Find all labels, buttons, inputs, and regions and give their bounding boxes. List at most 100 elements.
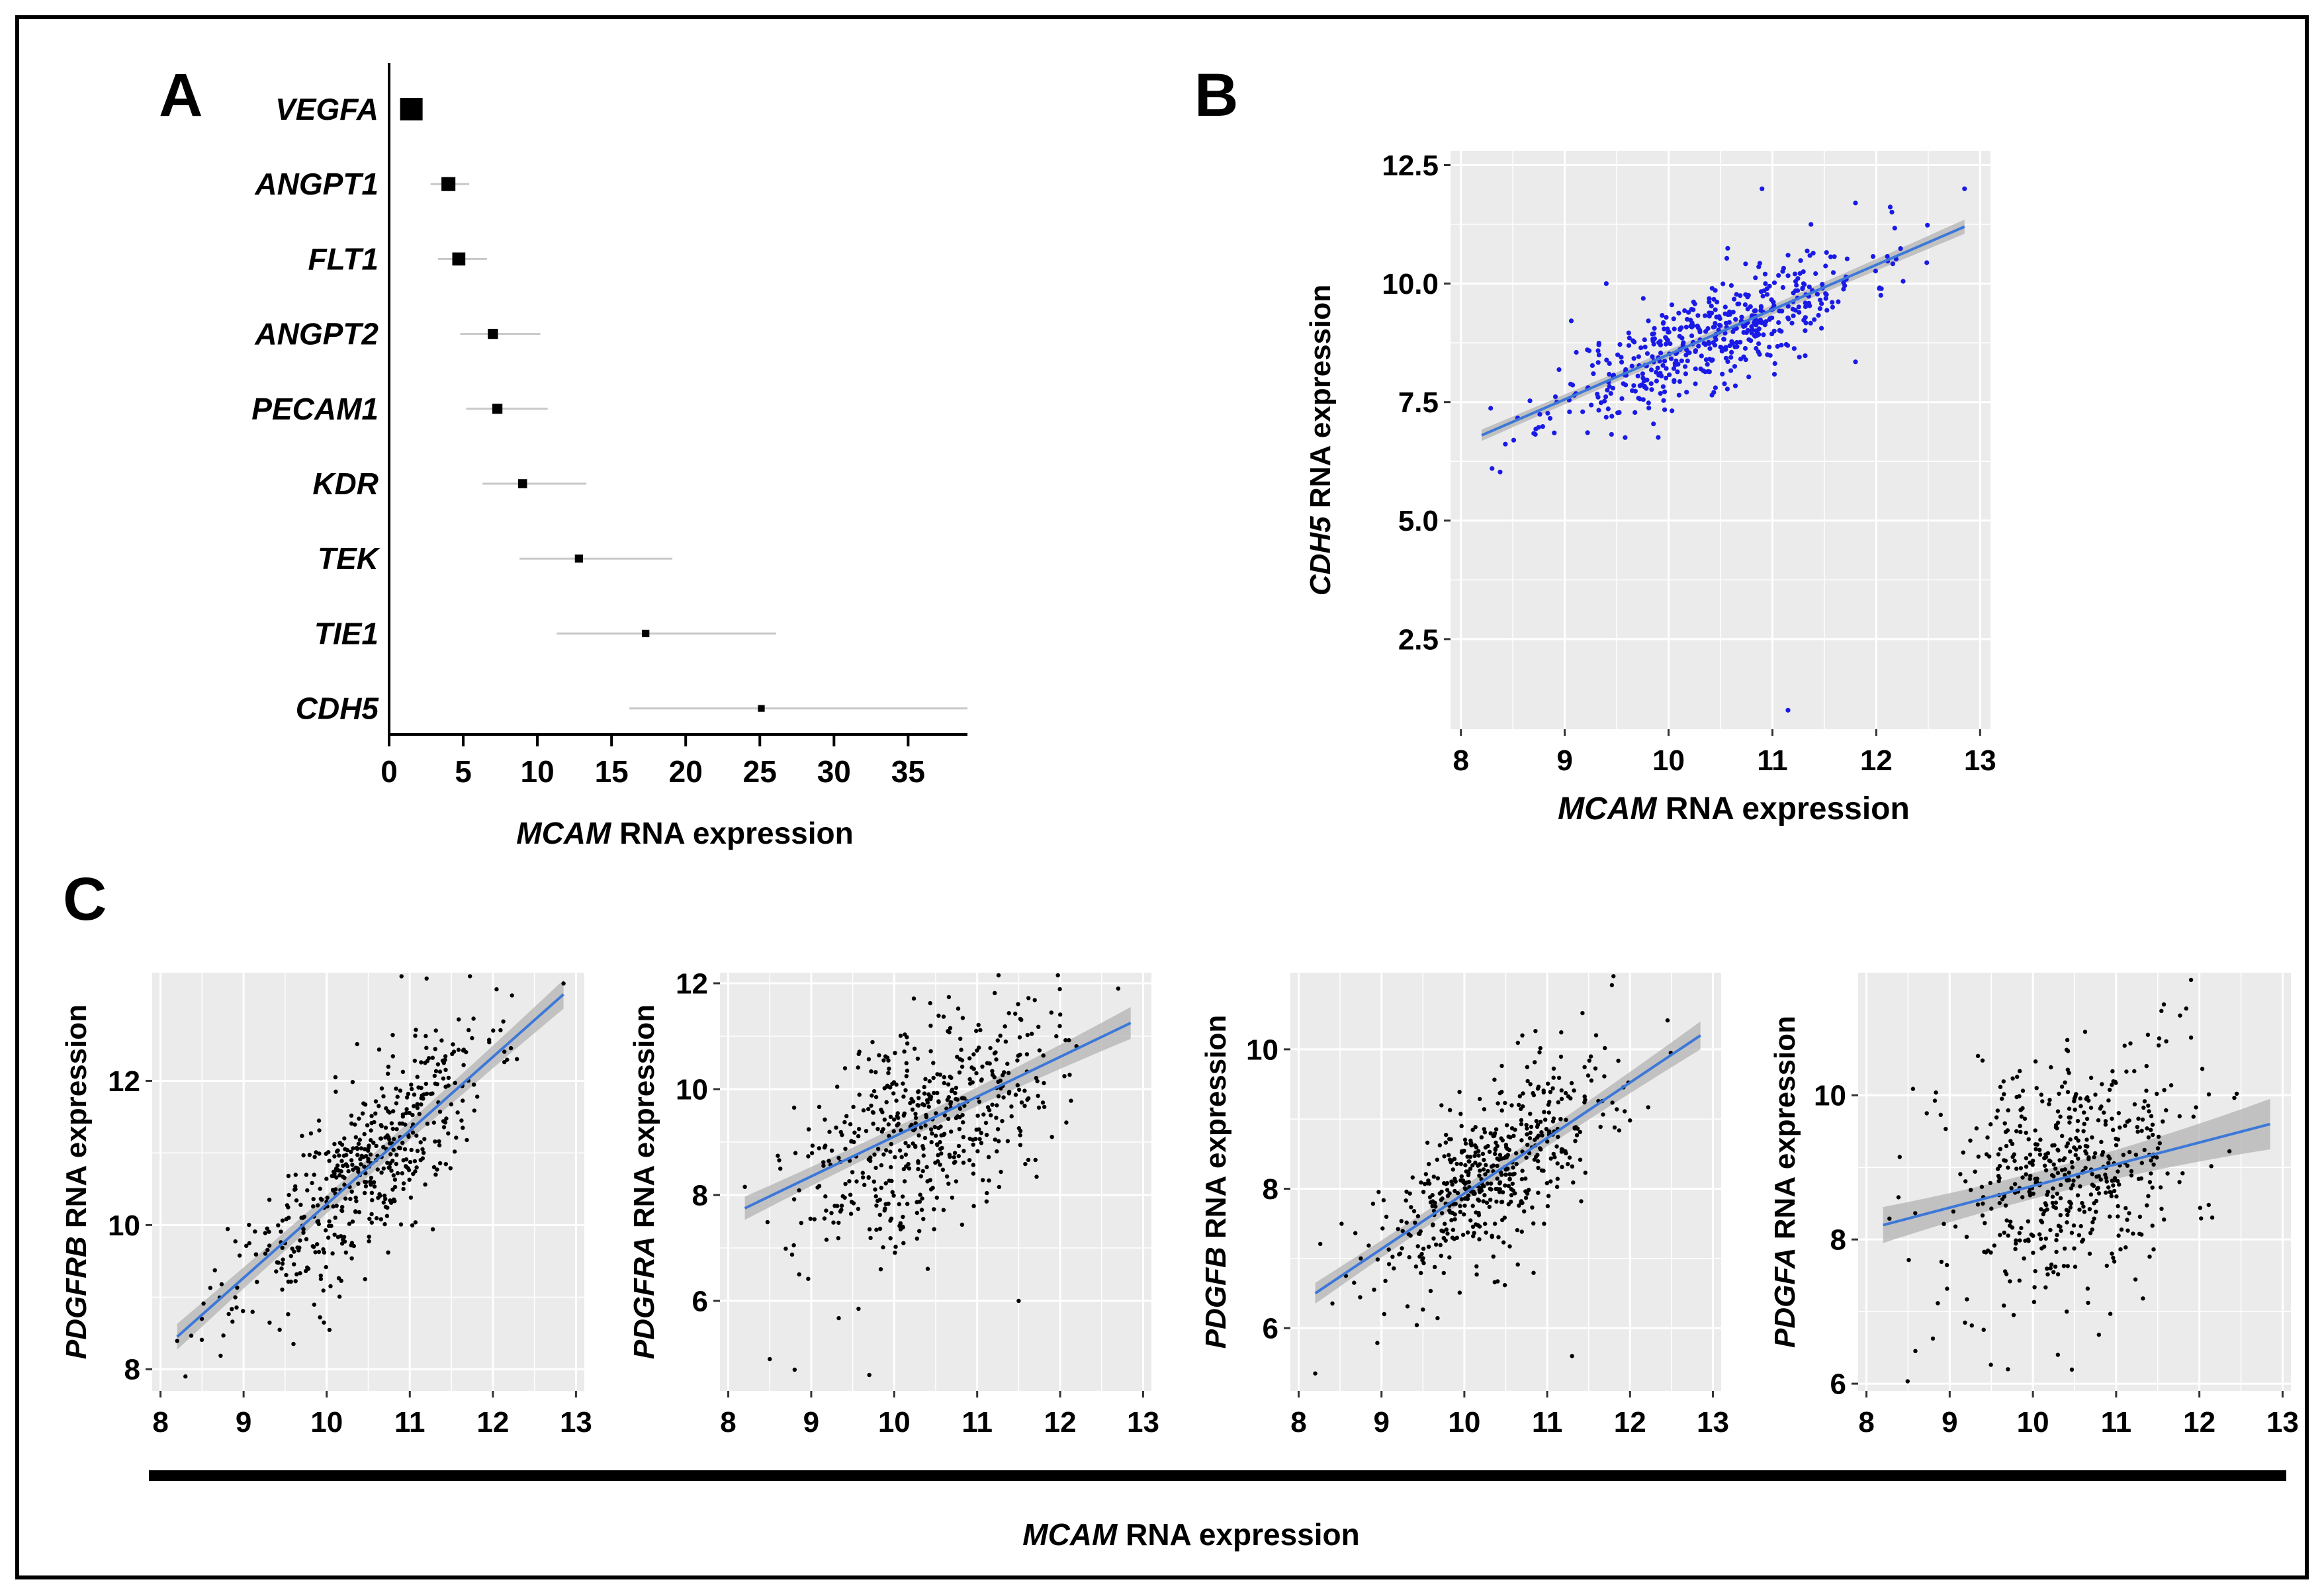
data-point [2198,1206,2202,1210]
forest-estimate-marker [758,705,765,712]
data-point [353,1135,358,1139]
data-point [2017,1278,2022,1283]
data-point [1447,1191,1452,1196]
data-point [1452,1217,1457,1221]
data-point [1500,1190,1505,1195]
data-point [953,1159,958,1165]
data-point [2012,1159,2017,1163]
data-point [990,1102,995,1107]
data-point [374,1216,379,1221]
data-point [2133,1277,2138,1282]
data-point [362,1131,367,1137]
data-point [1679,358,1684,363]
data-point [896,1116,901,1120]
data-point [374,1143,379,1149]
data-point [1824,250,1829,255]
x-tick-label: 10 [2017,1406,2049,1439]
forest-estimate-marker [441,177,456,191]
data-point [1466,1173,1471,1178]
data-point [1612,1125,1617,1130]
data-point [1533,1029,1538,1034]
data-point [2129,1169,2134,1174]
data-point [291,1341,296,1347]
data-point [941,1208,946,1212]
regression-line [1481,225,1965,437]
data-point [298,1271,302,1276]
forest-estimate-marker [488,328,498,339]
data-point [809,1151,815,1155]
data-point [1433,1204,1438,1209]
data-point [1471,1234,1476,1239]
data-point [1570,382,1576,388]
data-point [1767,344,1772,350]
data-point [1732,383,1738,388]
data-point [2149,1158,2153,1163]
data-point [874,1203,879,1208]
data-point [1352,1280,1357,1285]
data-point [2069,1367,2075,1372]
data-point [394,1127,399,1131]
data-point [2234,1091,2239,1096]
data-point [1791,313,1796,318]
data-point [324,1151,328,1156]
data-point [942,1075,947,1080]
data-point [414,1133,419,1138]
data-point [1505,1153,1510,1158]
data-point [1617,342,1623,347]
forest-x-axis-label: MCAM RNA expression [516,816,853,850]
data-point [2049,1065,2053,1070]
data-point [2026,1219,2031,1224]
data-point [1485,1181,1490,1186]
data-point [1709,310,1715,316]
data-point [2085,1144,2090,1149]
data-point [1761,332,1766,337]
y-tick-label: 8 [1830,1224,1846,1257]
data-point [942,1081,947,1086]
data-point [999,1169,1003,1175]
data-point [401,1186,406,1192]
data-point [936,1099,941,1104]
data-point [2127,1211,2131,1216]
data-point [2116,1204,2120,1209]
data-point [925,1100,930,1105]
data-point [404,1110,409,1116]
data-point [369,1190,375,1196]
data-point [2051,1204,2056,1209]
data-point [995,1103,999,1108]
data-point [349,1256,354,1261]
data-point [1924,260,1930,265]
data-point [995,1127,1001,1131]
data-point [2125,1218,2129,1222]
data-point [332,1232,337,1237]
data-point [1527,1136,1533,1141]
data-point [2088,1075,2094,1081]
data-point [360,1111,365,1116]
data-point [1668,356,1674,361]
data-point [498,1028,503,1033]
data-point [441,1125,447,1130]
data-point [312,1173,316,1177]
data-point [2031,1251,2035,1255]
data-point [860,1171,866,1175]
data-point [1596,408,1601,413]
data-point [1437,1191,1442,1196]
data-point [2151,1247,2156,1252]
data-point [2209,1164,2213,1169]
data-point [1034,1175,1039,1179]
data-point [1722,381,1727,386]
data-point [2116,1233,2121,1238]
data-point [2099,1104,2104,1109]
data-point [2075,1118,2080,1124]
data-point [1431,1236,1436,1241]
data-point [2136,1116,2141,1121]
data-point [1463,1163,1468,1168]
data-point [1771,372,1777,377]
data-point [1546,1110,1551,1115]
data-point [1660,384,1666,389]
data-point [305,1188,310,1193]
data-point [404,1157,409,1162]
common-x-axis-label: MCAM RNA expression [1022,1517,1359,1552]
data-point [838,1209,843,1214]
data-point [1419,1180,1423,1185]
data-point [1545,1204,1550,1209]
